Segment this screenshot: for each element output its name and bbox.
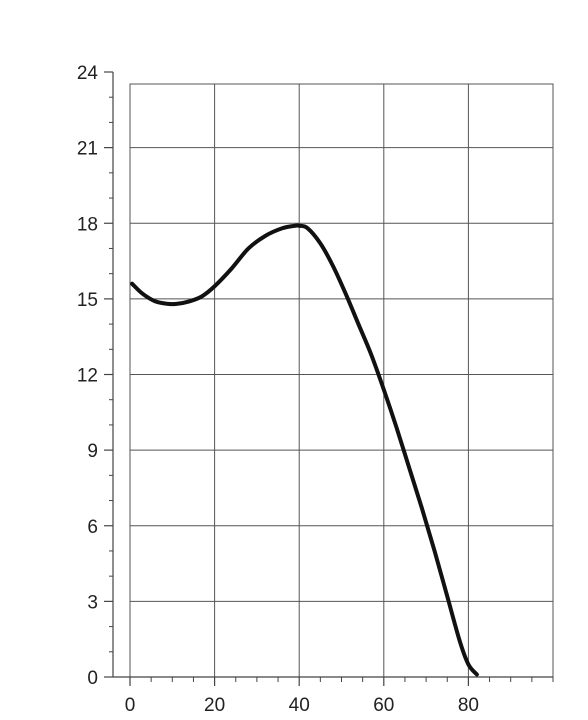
y-tick-label: 6 — [87, 517, 98, 538]
tick-labels: 0 3 6 9 12 15 18 21 24 0 20 40 60 80 — [77, 63, 479, 716]
y-tick-label: 3 — [87, 592, 98, 613]
y-tick-label: 9 — [87, 441, 98, 462]
y-tick-label: 15 — [77, 290, 98, 311]
axes — [104, 71, 554, 686]
y-tick-label: 12 — [77, 366, 98, 387]
x-tick-label: 80 — [458, 695, 479, 716]
x-tick-label: 0 — [125, 695, 136, 716]
grid — [129, 83, 554, 678]
y-tick-label: 21 — [77, 139, 98, 160]
y-tick-label: 18 — [77, 214, 98, 235]
x-tick-label: 40 — [289, 695, 310, 716]
x-tick-label: 20 — [204, 695, 225, 716]
y-tick-label: 0 — [87, 668, 98, 689]
series-line — [130, 223, 479, 677]
series-lines — [130, 223, 479, 677]
grid-frame — [129, 83, 554, 678]
y-tick-label: 24 — [77, 63, 99, 84]
x-tick-label: 60 — [373, 695, 394, 716]
